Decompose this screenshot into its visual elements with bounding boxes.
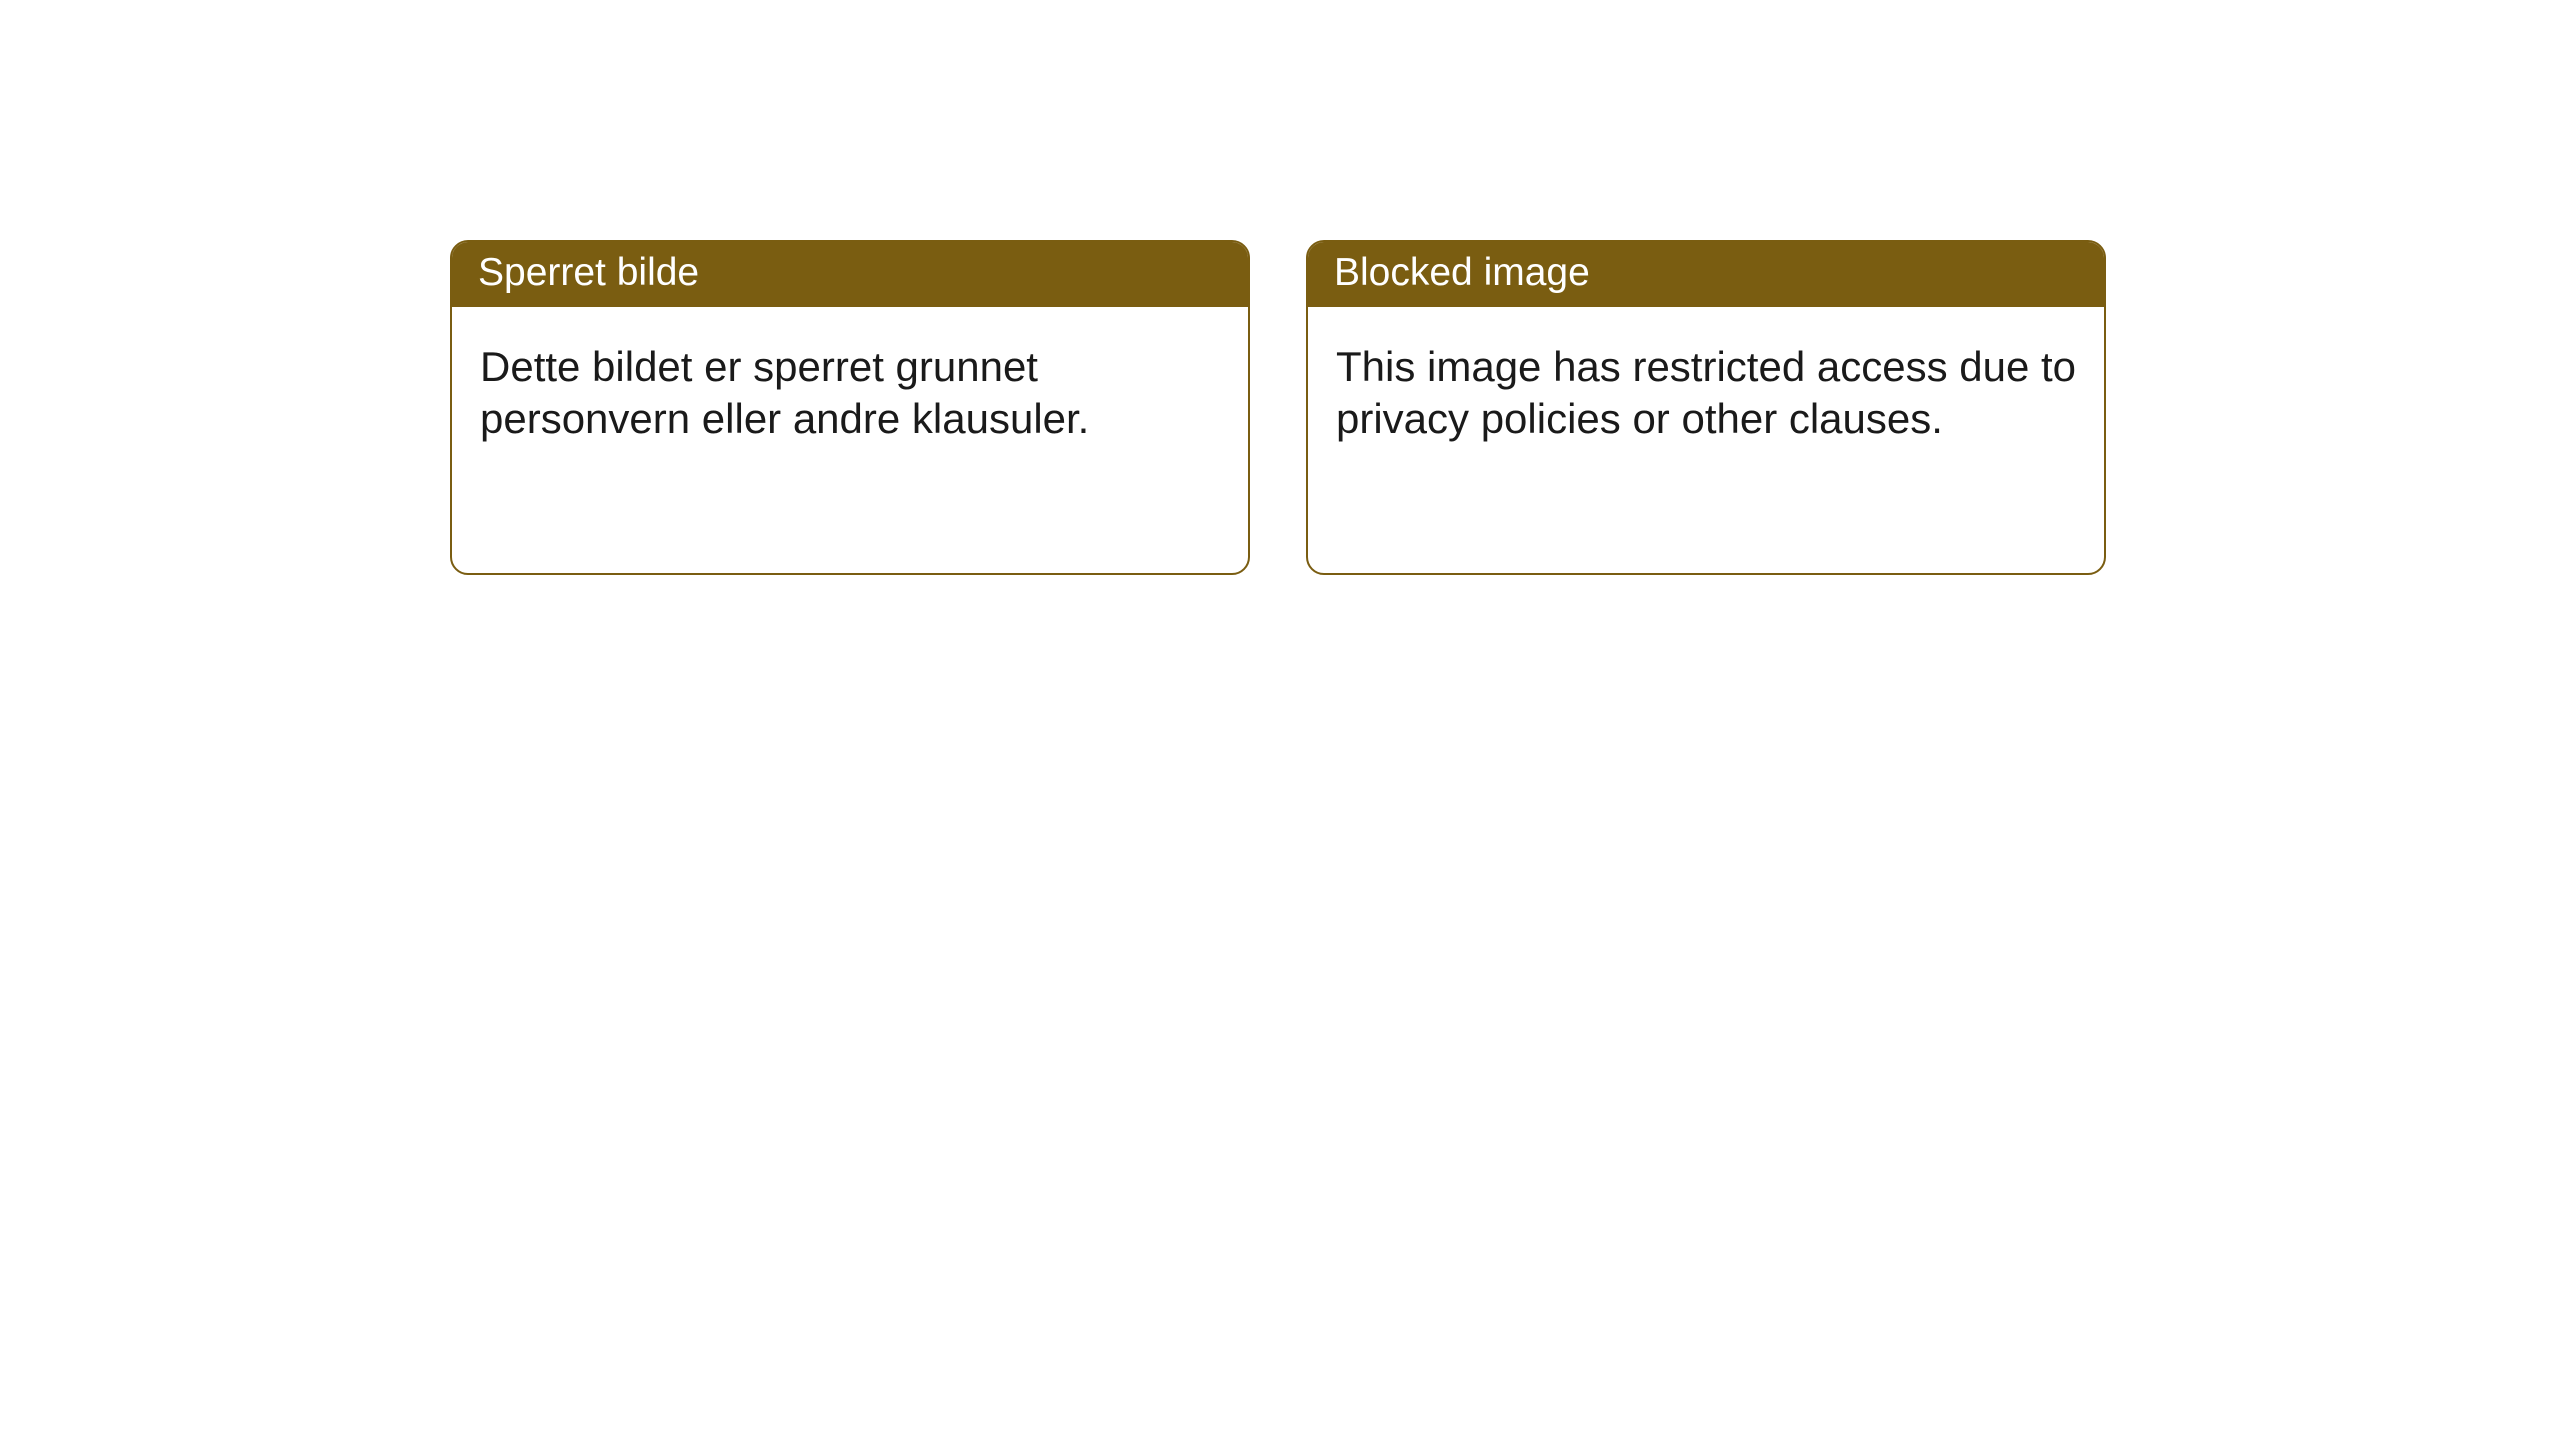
notice-box-english: Blocked image This image has restricted …	[1306, 240, 2106, 575]
notice-body: Dette bildet er sperret grunnet personve…	[452, 307, 1248, 474]
notice-container: Sperret bilde Dette bildet er sperret gr…	[0, 0, 2560, 575]
notice-header: Sperret bilde	[452, 242, 1248, 307]
notice-box-norwegian: Sperret bilde Dette bildet er sperret gr…	[450, 240, 1250, 575]
notice-header: Blocked image	[1308, 242, 2104, 307]
notice-body: This image has restricted access due to …	[1308, 307, 2104, 474]
